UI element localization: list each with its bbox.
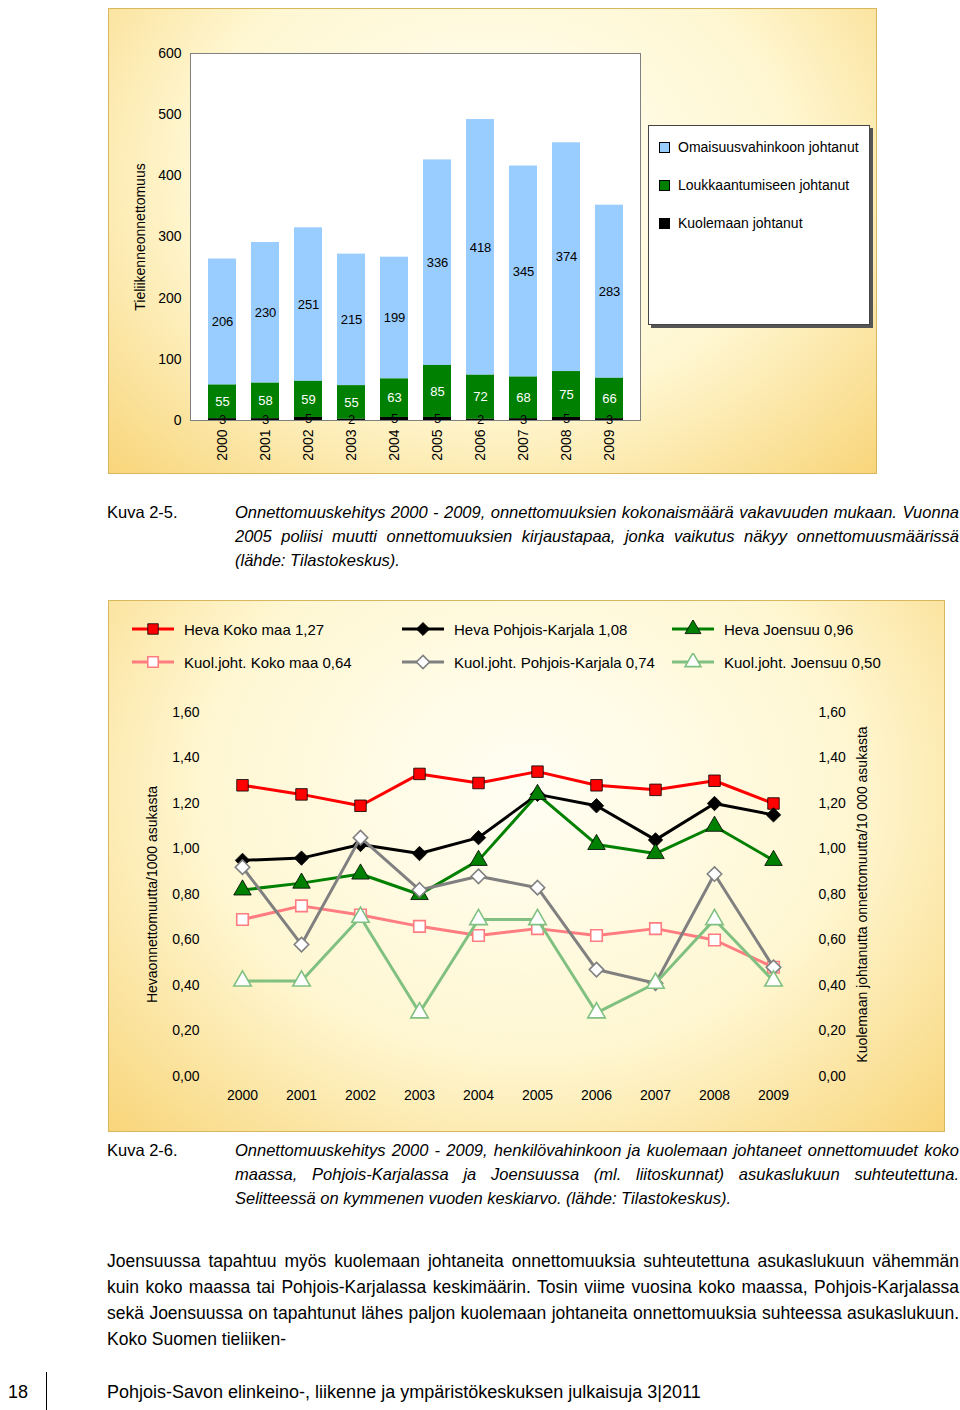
svg-text:2: 2 (477, 412, 484, 427)
svg-text:5: 5 (391, 411, 398, 426)
svg-text:418: 418 (470, 240, 492, 255)
html-text:Pohjois-Savon elinkeino-, liik: Pohjois-Savon elinkeino-, liikenne ja ym… (107, 1382, 701, 1402)
svg-text:300: 300 (158, 228, 182, 244)
html-text:Onnettomuuskehitys 2000 - 2009: Onnettomuuskehitys 2000 - 2009, henkilöv… (235, 1141, 959, 1207)
svg-text:1,60: 1,60 (819, 704, 846, 720)
svg-text:0,60: 0,60 (819, 931, 846, 947)
svg-text:215: 215 (341, 312, 363, 327)
svg-text:3: 3 (219, 412, 226, 427)
svg-text:2007: 2007 (640, 1087, 671, 1103)
svg-text:2001: 2001 (257, 429, 273, 460)
svg-text:2003: 2003 (343, 429, 359, 460)
svg-text:55: 55 (215, 394, 229, 409)
html-text:Heva Pohjois-Karjala 1,08: Heva Pohjois-Karjala 1,08 (454, 620, 628, 638)
html-text:Heva Koko maa 1,27: Heva Koko maa 1,27 (184, 620, 325, 638)
svg-text:Tieliikenneonnettomuus: Tieliikenneonnettomuus (132, 163, 148, 310)
svg-text:500: 500 (158, 106, 182, 122)
svg-text:206: 206 (212, 314, 234, 329)
html-text:Kuva 2-6.: Kuva 2-6. (107, 1141, 178, 1159)
svg-text:59: 59 (301, 392, 315, 407)
svg-text:199: 199 (384, 310, 406, 325)
svg-text:55: 55 (344, 395, 358, 410)
svg-text:58: 58 (258, 393, 272, 408)
html-text:Omaisuusvahinkoon johtanut: Omaisuusvahinkoon johtanut (678, 139, 859, 155)
svg-text:3: 3 (520, 412, 527, 427)
html-text:Kuolemaan johtanut: Kuolemaan johtanut (678, 215, 803, 231)
svg-text:2009: 2009 (758, 1087, 789, 1103)
html-text:Kuol.joht. Joensuu 0,50: Kuol.joht. Joensuu 0,50 (724, 653, 881, 671)
svg-text:0,20: 0,20 (819, 1022, 846, 1038)
html-text:Heva Joensuu 0,96: Heva Joensuu 0,96 (724, 620, 854, 638)
html-text:Kuva 2-5.: Kuva 2-5. (107, 503, 178, 521)
svg-text:0,60: 0,60 (172, 931, 199, 947)
svg-text:1,40: 1,40 (819, 749, 846, 765)
svg-text:0,20: 0,20 (172, 1022, 199, 1038)
svg-text:1,40: 1,40 (172, 749, 199, 765)
svg-text:100: 100 (158, 351, 182, 367)
svg-text:1,00: 1,00 (819, 840, 846, 856)
svg-text:0,80: 0,80 (172, 886, 199, 902)
html-text:Kuol.joht. Pohjois-Karjala 0,7: Kuol.joht. Pohjois-Karjala 0,74 (454, 653, 655, 671)
html-text:18: 18 (8, 1382, 28, 1402)
svg-text:2000: 2000 (227, 1087, 258, 1103)
svg-text:0: 0 (174, 412, 182, 428)
svg-text:2005: 2005 (429, 429, 445, 460)
svg-text:2004: 2004 (386, 429, 402, 460)
svg-text:2005: 2005 (522, 1087, 553, 1103)
svg-text:336: 336 (427, 255, 449, 270)
svg-text:2002: 2002 (345, 1087, 376, 1103)
svg-text:1,20: 1,20 (172, 795, 199, 811)
svg-text:2009: 2009 (601, 429, 617, 460)
svg-text:0,80: 0,80 (819, 886, 846, 902)
svg-text:0,40: 0,40 (819, 977, 846, 993)
svg-text:5: 5 (434, 411, 441, 426)
svg-text:2: 2 (348, 412, 355, 427)
svg-text:2003: 2003 (404, 1087, 435, 1103)
svg-text:3: 3 (262, 412, 269, 427)
svg-text:2006: 2006 (472, 429, 488, 460)
svg-text:2001: 2001 (286, 1087, 317, 1103)
html-text:Joensuussa tapahtuu myös kuole: Joensuussa tapahtuu myös kuolemaan johta… (107, 1251, 959, 1349)
svg-text:0,40: 0,40 (172, 977, 199, 993)
html-text:Onnettomuuskehitys 2000 - 2009: Onnettomuuskehitys 2000 - 2009, onnettom… (235, 503, 959, 569)
svg-text:0,00: 0,00 (172, 1068, 199, 1084)
svg-text:72: 72 (473, 389, 487, 404)
svg-text:3: 3 (606, 412, 613, 427)
svg-text:2007: 2007 (515, 429, 531, 460)
svg-text:2008: 2008 (699, 1087, 730, 1103)
svg-text:283: 283 (599, 284, 621, 299)
svg-text:Hevaonnettomuutta/1000 asukast: Hevaonnettomuutta/1000 asukasta (144, 786, 160, 1003)
svg-text:2008: 2008 (558, 429, 574, 460)
svg-text:230: 230 (255, 305, 277, 320)
svg-text:2006: 2006 (581, 1087, 612, 1103)
svg-text:85: 85 (430, 384, 444, 399)
svg-text:2002: 2002 (300, 429, 316, 460)
svg-text:400: 400 (158, 167, 182, 183)
html-text:Kuol.joht. Koko maa 0,64: Kuol.joht. Koko maa 0,64 (184, 653, 352, 671)
svg-text:5: 5 (305, 411, 312, 426)
svg-text:1,60: 1,60 (172, 704, 199, 720)
svg-text:0,00: 0,00 (819, 1068, 846, 1084)
svg-text:2004: 2004 (463, 1087, 494, 1103)
svg-text:Kuolemaan johtanutta onnettomu: Kuolemaan johtanutta onnettomuutta/10 00… (854, 726, 870, 1062)
svg-text:68: 68 (516, 390, 530, 405)
svg-text:66: 66 (602, 391, 616, 406)
svg-text:600: 600 (158, 45, 182, 61)
svg-text:345: 345 (513, 264, 535, 279)
svg-text:2000: 2000 (214, 429, 230, 460)
svg-text:63: 63 (387, 390, 401, 405)
svg-text:374: 374 (556, 249, 578, 264)
svg-text:1,00: 1,00 (172, 840, 199, 856)
svg-text:1,20: 1,20 (819, 795, 846, 811)
html-text:Loukkaantumiseen johtanut: Loukkaantumiseen johtanut (678, 177, 850, 193)
svg-text:5: 5 (563, 411, 570, 426)
svg-text:251: 251 (298, 297, 320, 312)
svg-text:75: 75 (559, 387, 573, 402)
svg-text:200: 200 (158, 290, 182, 306)
